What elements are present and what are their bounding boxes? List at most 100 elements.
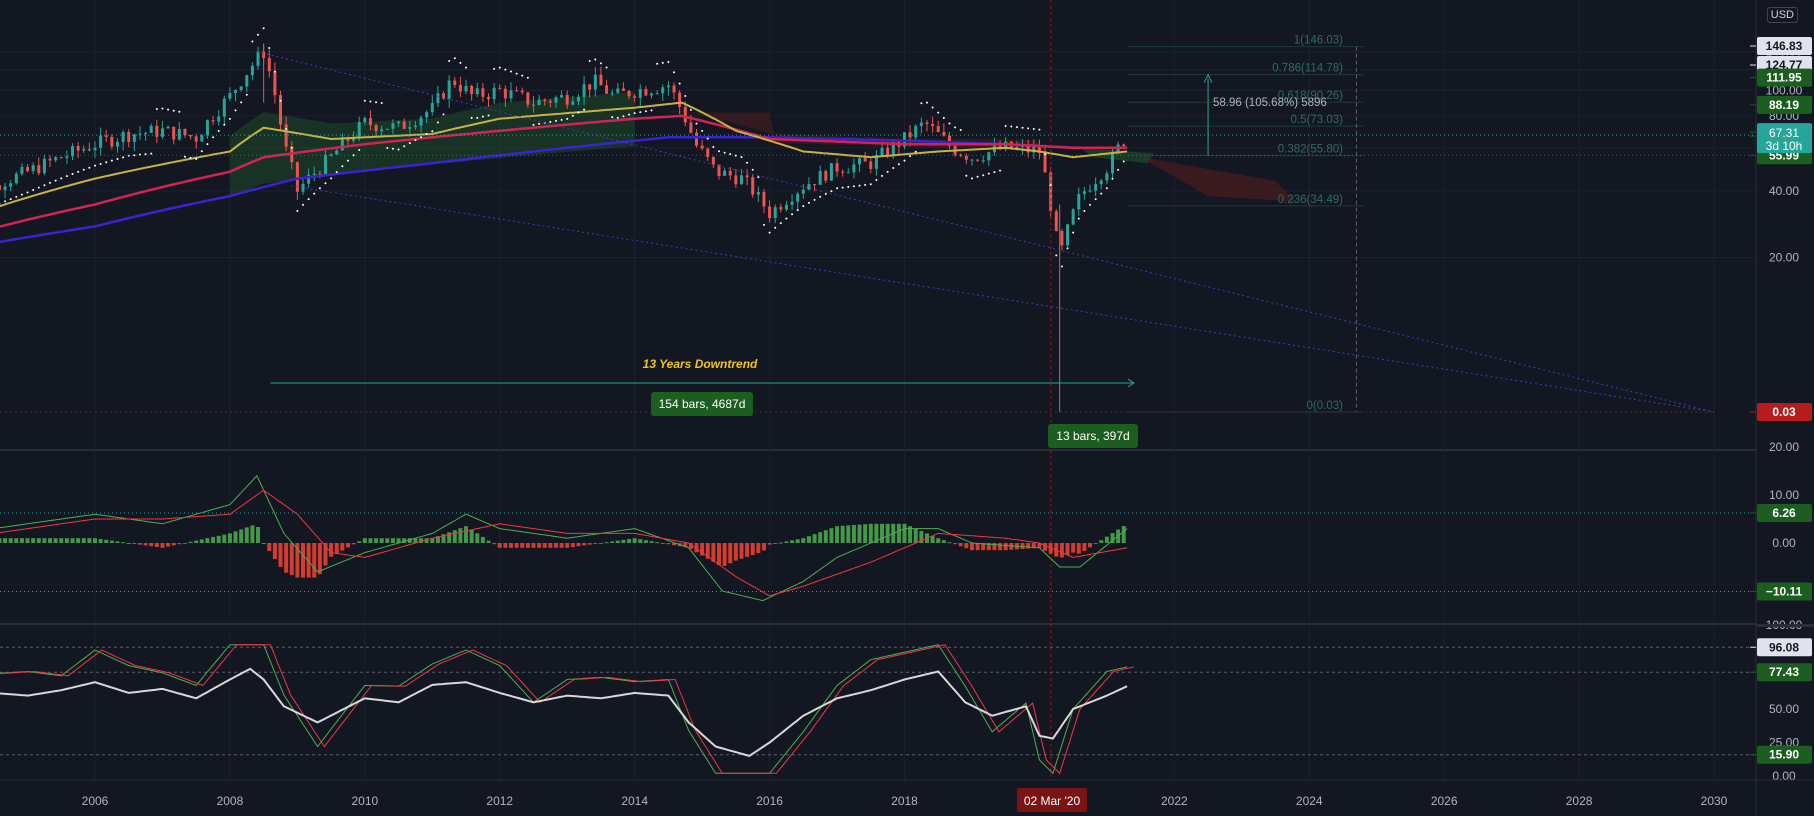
currency-badge[interactable]: USD bbox=[1766, 7, 1798, 23]
measure-arrow-head bbox=[1203, 73, 1213, 83]
sar-dot bbox=[9, 198, 12, 201]
macd-histogram-bar bbox=[407, 538, 412, 543]
downtrend-line bbox=[256, 51, 1715, 413]
sar-dot bbox=[1094, 198, 1097, 201]
candle-body bbox=[447, 80, 451, 99]
sar-dot bbox=[622, 115, 625, 118]
sar-dot bbox=[122, 156, 125, 159]
candle-body bbox=[610, 92, 614, 94]
rsi-tick-label: 50.00 bbox=[1769, 702, 1799, 716]
sar-dot bbox=[195, 157, 198, 160]
sar-dot bbox=[330, 177, 333, 180]
macd-histogram-bar bbox=[211, 537, 216, 543]
sar-dot bbox=[633, 112, 636, 115]
signal-line bbox=[0, 489, 1128, 597]
candle-body bbox=[914, 125, 918, 138]
macd-histogram-bar bbox=[402, 538, 407, 543]
sar-dot bbox=[1055, 254, 1058, 257]
macd-histogram-bar bbox=[1088, 543, 1093, 548]
sar-dot bbox=[667, 60, 670, 63]
candle-body bbox=[402, 121, 406, 129]
sar-dot bbox=[813, 198, 816, 201]
macd-histogram-bar bbox=[93, 538, 97, 543]
candle-body bbox=[217, 116, 221, 122]
macd-histogram-bar bbox=[643, 540, 648, 543]
candle-body bbox=[531, 104, 535, 106]
sar-dot bbox=[183, 155, 186, 158]
candle-body bbox=[925, 122, 929, 125]
sar-dot bbox=[94, 164, 96, 167]
macd-histogram-bar bbox=[3, 538, 8, 543]
macd-histogram-bar bbox=[711, 543, 716, 562]
sar-dot bbox=[442, 113, 445, 116]
candle-body bbox=[245, 75, 249, 87]
macd-histogram-bar bbox=[565, 543, 570, 548]
macd-histogram-bar bbox=[222, 534, 227, 543]
macd-histogram-bar bbox=[761, 543, 766, 551]
sar-dot bbox=[358, 149, 361, 152]
candle-body bbox=[20, 167, 24, 174]
candle-body bbox=[335, 150, 339, 155]
macd-histogram-bar bbox=[233, 531, 238, 543]
candle-body bbox=[874, 155, 878, 169]
candle-body bbox=[784, 204, 788, 210]
sar-dot bbox=[77, 170, 80, 173]
macd-histogram-bar bbox=[531, 543, 536, 548]
candle-body bbox=[981, 160, 985, 162]
sar-dot bbox=[37, 186, 40, 189]
sar-dot bbox=[841, 186, 844, 189]
sar-dot bbox=[583, 108, 586, 111]
sar-dot bbox=[836, 187, 839, 190]
macd-histogram-bar bbox=[818, 532, 823, 543]
candle-body bbox=[436, 93, 440, 104]
candle-body bbox=[76, 145, 80, 151]
macd-histogram-bar bbox=[835, 526, 840, 543]
sar-dot bbox=[110, 159, 113, 162]
fib-level-label: 0.618(90.26) bbox=[1278, 90, 1343, 102]
macd-histogram-bar bbox=[795, 539, 800, 543]
rsi-badge: 96.08 bbox=[1769, 640, 1799, 654]
time-tick-label: 2030 bbox=[1701, 794, 1728, 808]
sar-dot bbox=[43, 184, 46, 187]
macd-histogram-bar bbox=[520, 543, 525, 548]
sar-dot bbox=[937, 111, 940, 114]
candle-body bbox=[869, 161, 873, 169]
candle-body bbox=[155, 125, 159, 137]
candle-body bbox=[970, 159, 974, 161]
macd-histogram-bar bbox=[525, 543, 530, 548]
macd-histogram-bar bbox=[76, 538, 81, 543]
sar-dot bbox=[673, 71, 676, 74]
sar-dot bbox=[144, 153, 147, 156]
macd-histogram-bar bbox=[1065, 543, 1070, 555]
sar-dot bbox=[245, 93, 248, 96]
sar-dot bbox=[54, 179, 57, 182]
candle-body bbox=[357, 121, 361, 138]
candle-body bbox=[487, 96, 491, 100]
macd-histogram-bar bbox=[239, 529, 244, 543]
macd-histogram-bar bbox=[374, 538, 379, 543]
macd-histogram-bar bbox=[587, 543, 592, 545]
sar-dot bbox=[375, 101, 378, 104]
sar-dot bbox=[82, 168, 85, 171]
candle-body bbox=[706, 148, 710, 157]
candle-body bbox=[560, 94, 564, 98]
candle-body bbox=[627, 90, 631, 97]
candle-body bbox=[863, 158, 867, 162]
macd-histogram-bar bbox=[784, 541, 789, 543]
sar-dot bbox=[807, 201, 810, 204]
sar-dot bbox=[155, 108, 158, 111]
candle-body bbox=[121, 132, 125, 142]
price-badge: 146.83 bbox=[1766, 39, 1803, 53]
candle-body bbox=[115, 141, 119, 147]
candle-body bbox=[419, 117, 423, 126]
candle-body bbox=[633, 96, 637, 98]
macd-histogram-bar bbox=[329, 543, 334, 557]
sar-dot bbox=[352, 154, 355, 157]
sar-dot bbox=[167, 108, 170, 111]
macd-histogram-bar bbox=[998, 543, 1003, 551]
svg-text:154 bars, 4687d: 154 bars, 4687d bbox=[659, 397, 746, 411]
sar-dot bbox=[200, 150, 203, 153]
macd-histogram-bar bbox=[1082, 543, 1087, 551]
candle-body bbox=[368, 118, 372, 126]
